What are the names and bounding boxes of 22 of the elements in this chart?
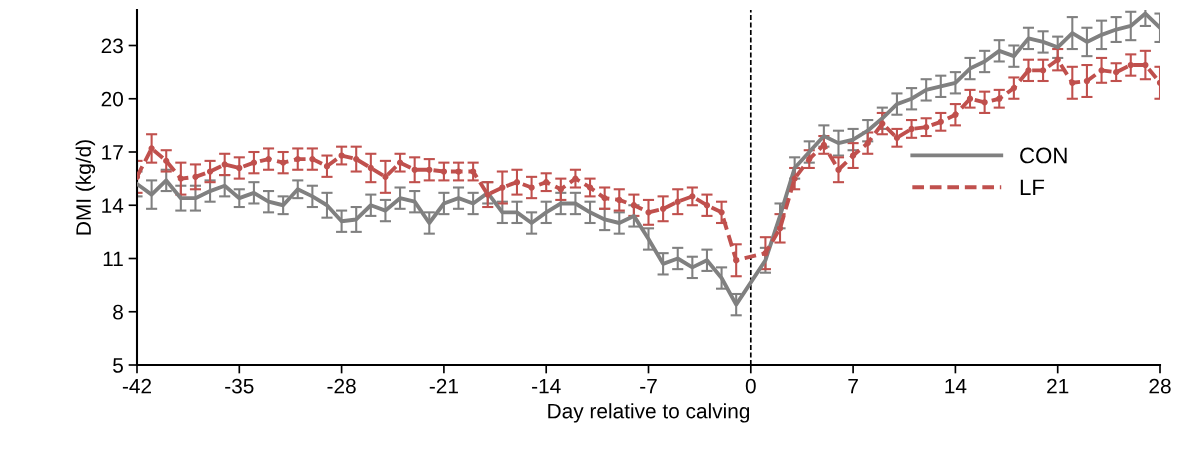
legend-label: LF: [1020, 179, 1045, 195]
x-tick-label: 0: [745, 378, 756, 394]
y-tick-label: 23: [101, 38, 123, 54]
x-tick-label: 7: [848, 378, 858, 394]
y-tick-label: 8: [113, 304, 123, 320]
y-tick-label: 14: [102, 198, 124, 213]
x-tick-label: -14: [532, 378, 561, 394]
x-tick-label: -28: [327, 378, 356, 394]
x-tick-label: 21: [1047, 378, 1069, 394]
y-tick-label: 20: [101, 91, 123, 107]
legend-label: CON: [1020, 147, 1067, 164]
x-tick-label: -42: [122, 378, 152, 394]
x-axis-title: Day relative to calving: [548, 403, 750, 423]
x-tick-label: -21: [429, 378, 458, 394]
x-tick-label: 14: [945, 378, 967, 394]
y-axis-title: DMI (kg/d): [75, 140, 96, 235]
x-tick-label: -35: [225, 378, 254, 394]
y-tick-label: 17: [102, 145, 123, 160]
y-tick-label: 5: [113, 358, 123, 373]
x-tick-label: -7: [640, 378, 657, 394]
x-tick-label: 28: [1149, 378, 1171, 394]
y-tick-label: 11: [103, 251, 123, 267]
